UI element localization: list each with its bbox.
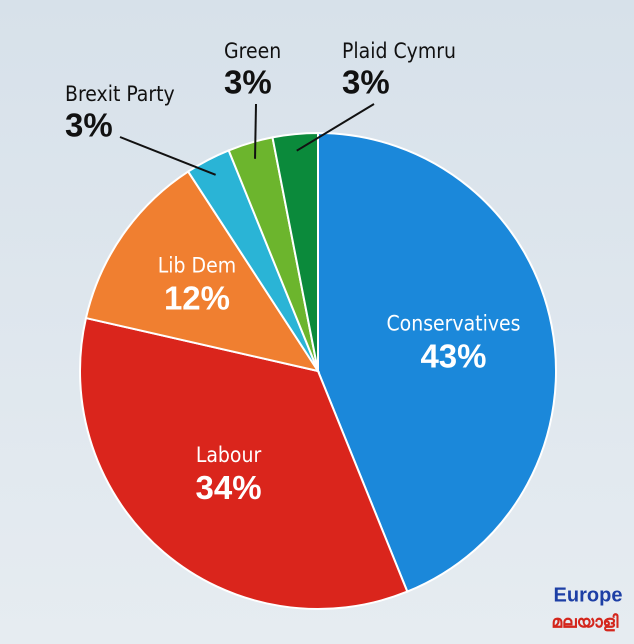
slice-name: Lib Dem xyxy=(158,254,236,278)
slice-value: 3% xyxy=(342,64,390,101)
pie-slice xyxy=(317,131,557,593)
slice-name: Brexit Party xyxy=(65,82,175,106)
pie-slice xyxy=(84,170,321,373)
slice-value: 12% xyxy=(164,279,230,316)
slice-value: 3% xyxy=(65,107,113,144)
watermark-malayali: മലയാളി xyxy=(551,612,618,632)
slice-value: 43% xyxy=(420,337,486,374)
leader-line xyxy=(119,136,216,176)
slice-name: Conservatives xyxy=(386,312,520,336)
slice-name: Plaid Cymru xyxy=(342,39,456,63)
watermark-europe: Europe xyxy=(554,584,623,606)
slice-name: Green xyxy=(224,39,281,63)
pie-slice xyxy=(79,316,409,610)
slice-name: Labour xyxy=(196,443,262,467)
leader-line xyxy=(254,103,257,159)
slice-value: 34% xyxy=(195,469,261,506)
leader-line xyxy=(296,103,375,152)
slice-value: 3% xyxy=(224,64,272,101)
pie-slice xyxy=(271,131,319,372)
